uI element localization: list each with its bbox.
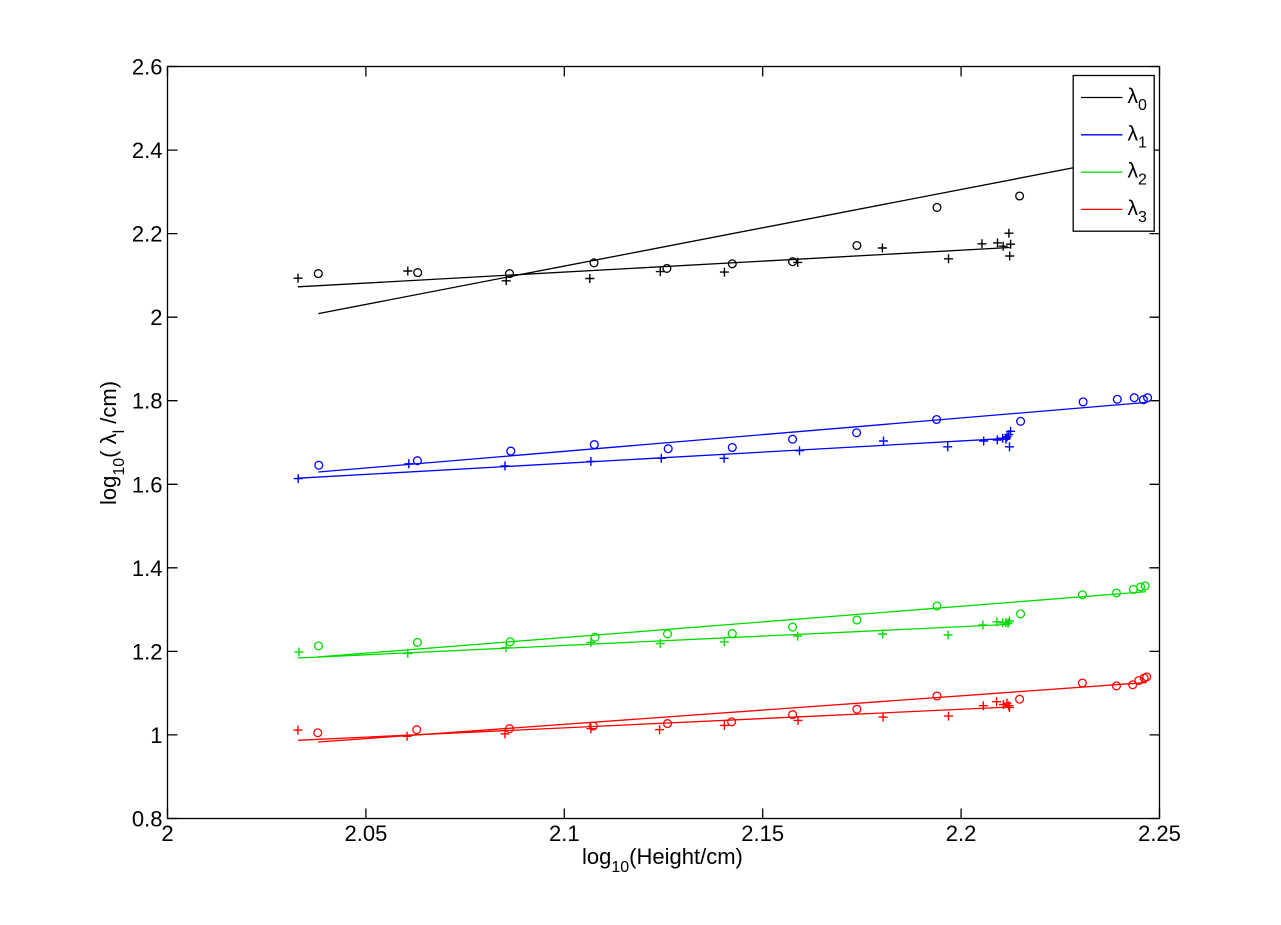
svg-text:2: 2 xyxy=(150,305,162,330)
svg-text:2.6: 2.6 xyxy=(132,55,163,80)
svg-text:0.8: 0.8 xyxy=(132,807,163,832)
svg-text:1.2: 1.2 xyxy=(132,639,163,664)
svg-text:2.2: 2.2 xyxy=(946,821,977,846)
svg-text:1.6: 1.6 xyxy=(132,472,163,497)
svg-text:1: 1 xyxy=(150,723,162,748)
svg-text:2.2: 2.2 xyxy=(132,222,163,247)
svg-text:2: 2 xyxy=(161,821,173,846)
svg-text:2.25: 2.25 xyxy=(1138,821,1181,846)
svg-text:1.8: 1.8 xyxy=(132,389,163,414)
svg-text:1.4: 1.4 xyxy=(132,556,163,581)
svg-text:2.4: 2.4 xyxy=(132,138,163,163)
svg-text:2.05: 2.05 xyxy=(344,821,387,846)
svg-text:2.15: 2.15 xyxy=(741,821,784,846)
svg-text:2.1: 2.1 xyxy=(549,821,580,846)
